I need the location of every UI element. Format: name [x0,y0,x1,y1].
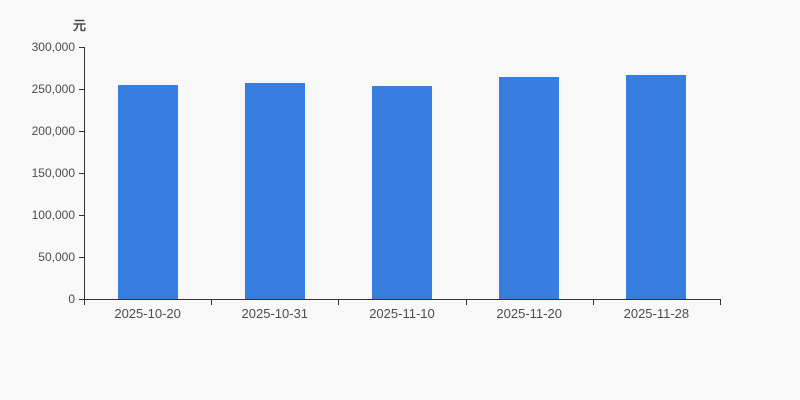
y-axis-tick [79,173,84,174]
x-tick-label: 2025-11-20 [496,306,562,321]
y-tick-label: 200,000 [31,124,75,138]
bar[interactable] [626,74,687,299]
x-axis-tick [84,300,85,305]
y-tick-label: 100,000 [31,208,75,222]
x-tick-label: 2025-11-28 [623,306,690,321]
x-axis-tick [720,300,721,305]
y-tick-label: 250,000 [31,82,75,96]
x-tick-label: 2025-10-20 [114,306,181,321]
y-axis-tick [79,47,84,48]
bar[interactable] [117,84,178,299]
y-axis-tick [79,299,84,300]
y-tick-label: 50,000 [38,250,75,264]
x-axis-tick [465,300,467,305]
bar[interactable] [244,82,305,299]
y-tick-label: 0 [68,292,75,306]
y-axis-unit-label: 元 [73,18,87,33]
y-axis-line [84,47,85,300]
x-axis-tick [338,300,340,305]
x-axis-line [84,299,721,300]
bar[interactable] [372,85,432,299]
y-tick-label: 300,000 [31,40,75,54]
y-axis-tick [79,131,84,132]
bar[interactable] [499,77,560,299]
x-axis-tick [211,300,213,305]
y-axis-tick [79,89,84,90]
y-axis-tick [79,215,84,216]
x-tick-label: 2025-11-10 [369,306,435,321]
x-axis-tick [592,300,594,305]
y-axis-tick [79,257,84,258]
y-tick-label: 150,000 [31,166,75,180]
x-tick-label: 2025-10-31 [241,306,309,321]
